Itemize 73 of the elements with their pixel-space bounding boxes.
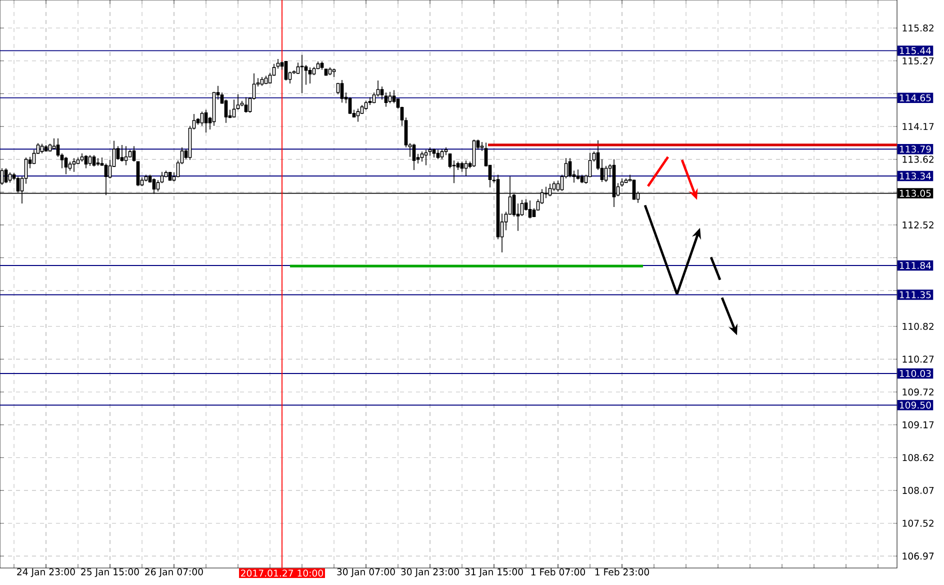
ref-line-label: 110.03 — [900, 370, 931, 378]
candlestick — [56, 138, 60, 158]
y-tick-label: 110.82 — [902, 322, 934, 330]
candlestick — [424, 149, 428, 166]
y-tick-label: 113.62 — [902, 156, 934, 163]
candlestick — [440, 148, 444, 160]
candlestick — [348, 96, 352, 114]
y-tick-label: 114.17 — [902, 123, 934, 130]
y-tick-label: 108.62 — [902, 454, 934, 462]
candlestick — [308, 67, 312, 84]
candlestick — [356, 108, 360, 122]
candlestick — [368, 96, 372, 106]
candlestick — [436, 149, 440, 160]
x-tick-label: 30 Jan 07:00 — [337, 568, 395, 578]
ref-line-label: 109.50 — [900, 402, 931, 409]
candlestick — [412, 143, 416, 170]
y-tick-label: 108.07 — [902, 486, 934, 494]
candlestick — [132, 146, 136, 162]
y-tick-label: 112.52 — [902, 221, 934, 228]
candlestick — [96, 158, 100, 166]
ref-line-label: 111.35 — [900, 291, 931, 298]
candlestick — [420, 151, 424, 162]
candlestick — [552, 180, 556, 192]
candlestick — [460, 161, 464, 172]
y-tick-label: 109.17 — [902, 421, 934, 428]
candlestick — [124, 146, 128, 166]
candlestick — [88, 154, 92, 166]
y-tick-label: 110.27 — [902, 356, 934, 363]
y-tick-label: 107.52 — [902, 520, 934, 527]
x-tick-label: 25 Jan 15:00 — [81, 568, 139, 578]
ref-line-label: 113.79 — [900, 146, 931, 153]
candlestick — [64, 156, 68, 175]
candlestick — [4, 168, 8, 184]
ref-line-label: 113.34 — [900, 172, 932, 180]
ref-line-label: 114.65 — [900, 94, 931, 102]
y-tick-label: 115.27 — [902, 57, 934, 64]
x-tick-label: 1 Feb 23:00 — [595, 568, 650, 576]
candlestick — [520, 199, 524, 216]
candlestick — [464, 160, 468, 176]
x-tick-label: 31 Jan 15:00 — [465, 568, 523, 578]
candlestick — [136, 161, 140, 187]
candlestick — [448, 152, 452, 169]
candlestick — [244, 96, 248, 114]
candlestick — [340, 80, 344, 104]
candlestick — [380, 86, 384, 100]
candlestick — [388, 91, 392, 104]
candlestick — [392, 90, 396, 104]
candlestick — [528, 200, 532, 219]
x-tick-label: 24 Jan 23:00 — [17, 568, 75, 578]
ref-line-label: 115.44 — [900, 47, 932, 54]
x-tick-label: 30 Jan 23:00 — [401, 568, 459, 578]
y-tick-label: 106.97 — [902, 552, 934, 560]
candlestick — [40, 143, 44, 154]
candlestick — [304, 64, 308, 86]
candlestick — [236, 94, 240, 110]
candlestick — [72, 158, 76, 172]
x-tick-label: 1 Feb 07:00 — [531, 568, 586, 576]
candlestick — [204, 109, 208, 133]
y-tick-label: 115.82 — [902, 24, 934, 32]
candlestick — [120, 144, 124, 162]
candlestick — [296, 62, 300, 74]
candlestick — [232, 99, 236, 118]
y-tick-label: 109.72 — [902, 388, 934, 396]
ref-line-label: 113.05 — [900, 190, 931, 197]
ref-line-label: 111.84 — [900, 262, 932, 270]
candlestick — [200, 111, 204, 126]
x-tick-label: 26 Jan 07:00 — [145, 568, 203, 578]
candlestick — [576, 169, 580, 180]
candlestick — [384, 92, 388, 108]
candlestick — [480, 142, 484, 152]
candlestick — [568, 158, 572, 178]
candlestick — [84, 154, 88, 169]
x-tick-label: 2017.01.27 10:00 — [241, 570, 324, 577]
